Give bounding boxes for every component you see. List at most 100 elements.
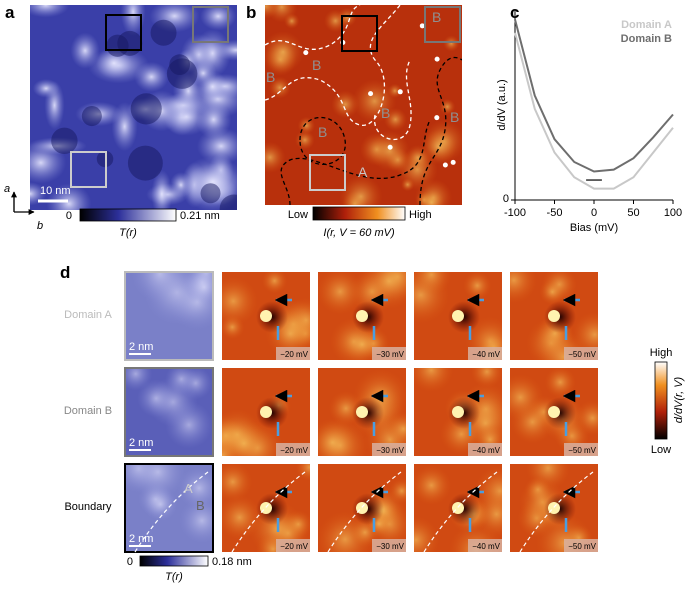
colorbar [654,361,668,440]
panel-label: d [60,263,70,282]
blob [268,76,291,99]
scale-label: 2 nm [129,533,153,545]
blob [369,130,410,171]
bias-bg [276,539,310,552]
tile [125,464,213,552]
line-series [514,32,674,190]
blob [44,80,65,130]
blob [143,487,178,522]
blob [295,464,310,482]
domain-label: B [381,105,390,121]
colorbar-min: Low [651,444,671,456]
blob [120,5,146,37]
axis-label: b [37,220,43,232]
bright-spot [260,406,272,418]
blob [261,272,288,294]
bright-spot [548,406,560,418]
dark-spot [544,301,576,333]
blob [323,9,347,33]
box [70,151,107,188]
blob [510,373,544,421]
bright-spot [442,162,448,168]
dark-spot [448,493,480,525]
axis-label: a [4,183,10,195]
blob [414,272,452,296]
blob [130,464,186,500]
bias-label: −50 mV [568,446,596,455]
bias-label: −30 mV [376,542,404,551]
dark-spot [256,397,288,429]
legend-entry: Domain A [621,19,672,31]
dark-spot [256,301,288,333]
dark-spot [448,397,480,429]
tile [510,272,598,360]
blob [195,100,232,139]
blob [383,107,407,132]
bias-label: −40 mV [472,350,500,359]
colorbar-title: T(r) [165,571,183,583]
x-axis-label: Bias (mV) [570,222,618,234]
bright-spot [397,89,403,95]
bright-spot [548,310,560,322]
colorbar-max: 0.21 nm [180,210,220,222]
tile [318,272,406,360]
box [309,154,346,191]
tile [125,272,213,360]
colorbar-min: 0 [66,210,72,222]
blob [130,93,162,125]
domain-label: B [318,124,327,140]
blob [179,497,213,544]
blob [165,368,198,396]
colorbar-max: High [650,347,673,359]
blob [117,30,143,56]
tile [414,464,502,552]
bright-spot [419,23,425,29]
tile-grid: Domain A 2 nm −20 mV −30 mV −40 mV −50 mV Doma… [64,271,598,553]
row-label: Boundary [64,501,112,513]
panel-label: a [5,3,15,22]
dark-spot [448,301,480,333]
bright-spot [387,144,393,150]
bias-label: −20 mV [280,542,308,551]
bright-spot [434,56,440,62]
blob [401,178,415,192]
blob [318,418,357,456]
blob [470,368,502,388]
bright-spot [303,50,309,56]
blob [318,272,364,315]
blob [151,169,173,210]
blob [131,272,189,303]
bias-bg [372,443,406,456]
blob [70,32,100,69]
bright-spot [368,91,374,97]
colorbar-title: I(r, V = 60 mV) [323,227,395,239]
blob [352,79,397,124]
legend-entry: Domain B [621,33,672,45]
colorbar-min: Low [288,209,308,221]
blob [222,464,253,502]
blob [200,183,221,204]
blob [342,324,382,360]
bright-spot [260,310,272,322]
blob [265,5,279,19]
tile [222,368,310,456]
domain-labels: B B B B B B A [266,9,459,180]
blob [414,516,440,552]
tile-frame [124,463,214,553]
blob [463,272,492,300]
y-axis-label: d/dV (a.u.) [496,79,508,130]
bright-spot [356,310,368,322]
blob [127,145,163,181]
x-tick-label: 0 [591,207,597,219]
blob [414,465,452,506]
panel-label: b [246,3,256,22]
blob [169,54,191,75]
blob [265,141,286,174]
bias-bg [372,347,406,360]
colorbar-title: T(r) [119,227,137,239]
row-label: Domain B [64,405,112,417]
domain-label: B [266,69,275,85]
blob [414,368,454,393]
bias-bg [468,347,502,360]
bias-label: −50 mV [568,542,596,551]
